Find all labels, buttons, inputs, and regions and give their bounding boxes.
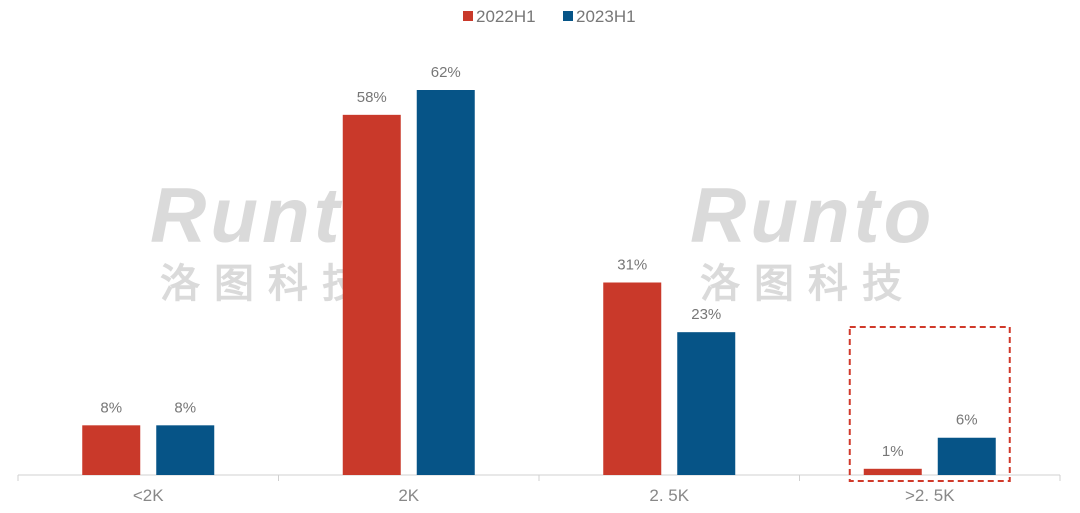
bar <box>677 332 736 475</box>
data-label: 31% <box>617 257 647 274</box>
bar <box>603 282 662 475</box>
legend-label: 2022H1 <box>476 7 536 26</box>
data-label: 8% <box>174 399 196 416</box>
x-tick-label: 2K <box>398 486 419 505</box>
bar <box>937 437 996 475</box>
x-tick-label: <2K <box>133 486 164 505</box>
bar <box>416 90 475 475</box>
highlight-box <box>848 326 1011 482</box>
data-label: 23% <box>691 306 721 323</box>
data-label: 1% <box>882 443 904 460</box>
data-label: 6% <box>956 412 978 429</box>
bar <box>342 114 401 475</box>
bar <box>156 425 215 475</box>
x-tick-label: >2. 5K <box>905 486 955 505</box>
x-tick-label: 2. 5K <box>649 486 689 505</box>
data-label: 62% <box>431 64 461 81</box>
legend-swatch <box>563 11 573 21</box>
legend-swatch <box>463 11 473 21</box>
bar <box>82 425 141 475</box>
bar <box>863 468 922 475</box>
data-label: 58% <box>357 89 387 106</box>
legend-label: 2023H1 <box>576 7 636 26</box>
data-label: 8% <box>100 399 122 416</box>
